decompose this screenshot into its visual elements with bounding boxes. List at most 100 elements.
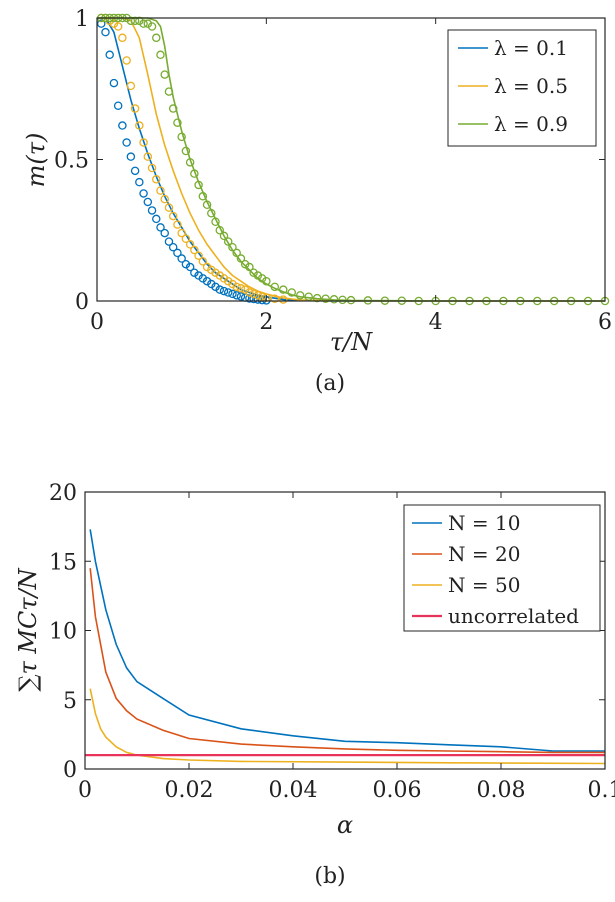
a-series-marker-2 [321,294,330,303]
panel-b-x-axis-label: α [337,811,353,839]
a-series-marker-2 [177,132,186,142]
a-series-marker-1 [122,56,131,65]
panel-b-y-axis-label: ∑τ MCτ/N [14,567,42,691]
a-series-marker-2 [156,50,165,60]
a-series-marker-0 [147,206,157,215]
panel-a-y-tick-labels: 00.51 [54,7,89,315]
a-x-tick-label: 2 [259,310,273,335]
b-x-tick-label: 0.08 [477,778,526,803]
a-series-marker-1 [139,138,148,147]
a-series-marker-1 [219,274,229,283]
a-series-marker-2 [312,293,322,303]
a-series-marker-0 [211,282,220,292]
a-series-marker-1 [143,152,153,161]
a-series-marker-1 [126,81,136,91]
a-series-marker-1 [113,22,123,31]
panel-b-legend: N = 10 N = 20 N = 50 uncorrelated [403,504,601,632]
a-series-marker-0 [202,276,212,286]
a-series-marker-2 [202,200,212,210]
a-series-marker-0 [232,291,241,300]
a-series-marker-2 [160,70,169,79]
a-series-marker-0 [198,274,208,283]
a-series-marker-1 [270,294,280,303]
a-series-marker-1 [190,245,199,255]
a-series-marker-1 [177,228,186,238]
b-x-tick-label: 0.02 [165,778,214,803]
a-series-marker-0 [96,19,106,28]
a-series-marker-1 [202,262,212,272]
a-series-marker-1 [253,291,263,300]
a-series-marker-1 [173,220,182,229]
a-series-marker-0 [190,268,199,277]
a-series-marker-0 [118,121,127,130]
a-series-marker-0 [215,285,225,294]
b-legend-label-0: N = 10 [448,511,520,535]
a-series-marker-1 [109,19,119,28]
a-series-marker-2 [194,180,203,190]
a-series-marker-1 [228,279,237,289]
a-series-marker-2 [143,19,153,28]
a-series-marker-0 [245,294,254,303]
b-legend-label-2: N = 50 [448,573,520,597]
a-series-line-2 [97,17,605,302]
a-series-marker-1 [245,288,254,297]
panel-a-ticks [96,17,606,302]
a-series-marker-0 [168,242,178,252]
panel-a-y-axis-label: m(τ) [22,133,50,188]
a-series-marker-2 [249,268,258,277]
b-x-tick-label: 0.1 [588,778,615,803]
a-series-marker-2 [270,282,280,292]
a-series-marker-2 [279,285,288,294]
b-y-tick-label: 0 [63,758,77,783]
a-y-tick-label: 0 [75,290,89,315]
b-y-tick-label: 20 [49,481,77,506]
panel-b-chart: 0 0.02 0.04 0.06 0.08 0.1 0 5 10 15 20 α ∑τ MCτ/N… [14,481,615,889]
a-series-marker-0 [223,288,233,297]
a-series-marker-0 [156,223,165,232]
a-series-marker-0 [122,138,131,147]
a-series-marker-1 [232,282,241,292]
a-series-marker-2 [211,217,220,227]
a-series-marker-2 [253,271,263,280]
b-x-tick-label: 0.06 [373,778,422,803]
b-legend-label-3: uncorrelated [448,604,579,628]
panel-b-x-tick-labels: 0 0.02 0.04 0.06 0.08 0.1 [78,778,615,803]
a-series-marker-2 [139,19,148,28]
a-series-marker-2 [173,118,182,127]
a-series-marker-0 [143,197,153,207]
a-series-marker-1 [194,251,203,260]
a-series-marker-1 [181,234,191,243]
a-series-marker-1 [160,194,169,204]
a-series-marker-2 [126,16,136,26]
a-series-marker-2 [185,158,195,167]
a-series-marker-2 [215,225,225,235]
a-series-marker-1 [152,175,161,184]
a-x-tick-label: 0 [90,310,104,335]
a-x-tick-label: 4 [429,310,443,335]
panel-a-legend-box [447,29,597,147]
a-series-marker-0 [207,279,216,289]
b-y-tick-label: 5 [63,689,77,714]
a-series-marker-0 [105,50,114,60]
a-series-marker-0 [139,189,148,198]
a-series-marker-1 [236,284,246,293]
a-series-marker-2 [228,242,237,252]
a-series-marker-1 [249,289,258,299]
panel-b-y-tick-labels: 0 5 10 15 20 [49,481,77,783]
a-series-marker-0 [164,237,174,246]
a-series-line-1 [97,17,605,302]
a-series-marker-2 [257,274,267,283]
a-series-marker-0 [185,262,195,272]
a-legend-label-1: λ = 0.5 [494,74,568,98]
panel-a-legend: λ = 0.1 λ = 0.5 λ = 0.9 [447,29,597,147]
a-y-tick-label: 1 [75,7,89,32]
a-series-marker-2 [164,87,174,96]
a-series-marker-0 [219,286,229,296]
a-series-marker-2 [147,22,157,31]
a-series-marker-2 [181,146,191,156]
panel-a-x-tick-labels: 0 2 4 6 [90,310,612,335]
a-series-marker-2 [152,33,161,43]
a-series-marker-0 [181,259,191,269]
a-series-marker-0 [177,254,186,263]
a-series-marker-2 [240,259,250,269]
